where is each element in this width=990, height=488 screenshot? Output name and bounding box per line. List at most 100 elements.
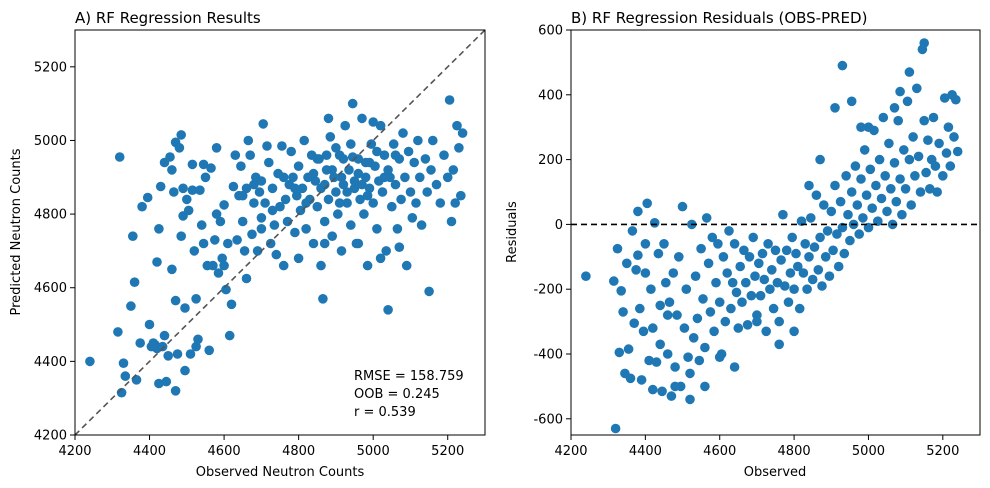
panel-b-point: [791, 248, 801, 259]
panel-a-point: [428, 135, 438, 146]
panel-a-point: [189, 246, 200, 256]
panel-b-point: [780, 281, 790, 291]
panel-a-point: [299, 135, 310, 146]
panel-a-point: [375, 253, 386, 264]
panel-a-point: [223, 238, 233, 249]
panel-b-point: [666, 391, 677, 401]
panel-a-point: [353, 238, 364, 249]
panel-a-point: [377, 187, 388, 197]
panel-b-point: [952, 146, 963, 157]
panel-b-point: [683, 352, 693, 363]
panel-a-point: [295, 205, 306, 216]
panel-b-point: [685, 368, 695, 379]
panel-a-point: [333, 209, 343, 219]
panel-b-point: [889, 103, 900, 113]
panel-b-point: [863, 122, 874, 132]
panel-a-point: [366, 139, 377, 149]
panel-a-point: [277, 141, 287, 151]
panel-a-point: [128, 231, 138, 241]
panel-a-x-tick-label: 5200: [431, 444, 464, 459]
panel-b-point: [878, 112, 889, 123]
panel-a-point: [422, 187, 433, 197]
panel-b-point: [893, 115, 903, 126]
panel-b-point: [813, 265, 824, 275]
panel-b-point: [768, 303, 779, 314]
panel-a-point: [444, 95, 455, 105]
panel-a-point: [301, 198, 311, 208]
panel-b-point: [837, 222, 848, 233]
panel-b-point: [846, 96, 857, 107]
panel-a-point: [383, 165, 393, 175]
panel-a-point: [206, 163, 216, 173]
panel-a-point: [401, 260, 412, 271]
panel-b-point: [902, 96, 913, 107]
panel-a-point: [167, 264, 177, 275]
panel-b-x-tick-label: 4200: [554, 444, 587, 459]
panel-b-point: [657, 386, 667, 397]
panel-a-point: [196, 220, 207, 230]
panel-a-point: [439, 150, 449, 160]
panel-b-point: [928, 112, 939, 123]
panel-b-point: [698, 294, 708, 304]
panel-b-point: [856, 174, 866, 184]
panel-b-point: [746, 290, 757, 301]
panel-a-rf-regression-results: A) RF Regression Results 4200 4400 4600 480…: [9, 9, 486, 480]
panel-b-point: [934, 138, 944, 149]
panel-b-point: [811, 190, 822, 200]
panel-b-point: [610, 423, 621, 434]
panel-a-x-tick-label: 4200: [58, 444, 91, 459]
panel-b-point: [672, 310, 682, 320]
panel-b-point: [846, 187, 857, 197]
panel-a-point: [154, 224, 164, 234]
panel-a-point: [85, 356, 95, 367]
panel-a-point: [137, 201, 147, 212]
panel-b-point: [897, 209, 907, 220]
panel-a-point: [183, 205, 194, 216]
panel-b-point: [882, 206, 892, 217]
panel-b-point: [871, 180, 881, 191]
panel-a-y-tick-label: 4600: [34, 281, 67, 296]
panel-a-point: [161, 376, 172, 387]
panel-a-point: [323, 113, 334, 124]
panel-b-point: [727, 277, 738, 288]
panel-a-point: [256, 213, 267, 223]
panel-a-point: [379, 150, 390, 160]
panel-b-point: [850, 161, 861, 171]
panel-b-x-tick-label: 5200: [926, 444, 959, 459]
panel-a-point: [415, 172, 425, 183]
panel-a-point: [338, 179, 349, 190]
panel-b-point: [737, 297, 747, 308]
panel-b-point: [636, 375, 647, 385]
panel-b-point: [895, 174, 905, 184]
panel-a-y-tick-label: 5200: [34, 60, 67, 75]
panel-a-y-axis-label: Predicted Neutron Counts: [9, 148, 24, 315]
panel-b-point: [700, 381, 710, 392]
panel-b-point: [696, 243, 706, 254]
panel-a-point: [336, 246, 347, 256]
panel-a-point: [454, 143, 464, 153]
panel-a-point: [241, 183, 252, 194]
panel-a-point: [210, 235, 220, 245]
panel-b-point: [837, 60, 848, 71]
panel-b-x-tick-label: 5000: [852, 444, 885, 459]
panel-b-point: [750, 271, 760, 282]
panel-b-point: [876, 193, 887, 204]
panel-b-point: [733, 323, 744, 333]
panel-a-point: [375, 120, 386, 131]
panel-a-point: [271, 249, 282, 260]
panel-a-point: [275, 201, 285, 212]
panel-b-point: [910, 171, 920, 181]
panel-b-point: [692, 313, 703, 324]
panel-b-residuals: B) RF Regression Residuals (OBS-PRED) 42…: [505, 9, 981, 480]
panel-a-point: [301, 224, 311, 234]
panel-a-point: [368, 117, 379, 127]
panel-b-point: [830, 103, 840, 113]
panel-a-point: [403, 146, 414, 157]
panel-b-point: [822, 226, 833, 236]
panel-b-point: [752, 316, 762, 327]
panel-b-point: [741, 277, 751, 288]
panel-a-point: [232, 235, 242, 245]
panel-a-one-to-one-line: [74, 29, 486, 436]
panel-b-point: [581, 271, 591, 282]
panel-b-point: [638, 326, 649, 337]
